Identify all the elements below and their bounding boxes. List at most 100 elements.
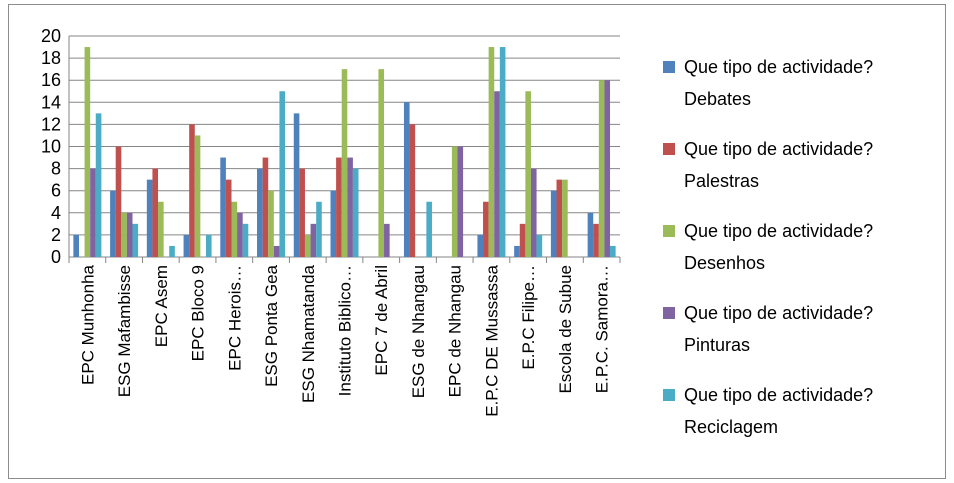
bar: [384, 223, 390, 257]
category-label: EPC Asem: [152, 265, 171, 347]
bar: [293, 113, 300, 257]
bar: [530, 168, 537, 257]
bar: [189, 124, 195, 258]
bar: [604, 80, 611, 257]
bar: [525, 91, 531, 257]
bar: [562, 179, 568, 257]
bar: [341, 69, 348, 258]
category-label: Instituto Biblico…: [336, 265, 355, 396]
bar: [169, 245, 175, 257]
legend-label-line2: Debates: [684, 89, 751, 109]
y-tick-label: 4: [51, 203, 61, 223]
y-tick-label: 8: [51, 159, 61, 179]
bar: [132, 223, 139, 257]
bar: [279, 91, 286, 257]
bar: [494, 91, 500, 257]
bar: [310, 223, 317, 257]
bar: [257, 168, 263, 257]
category-label: ESG de Nhangau: [409, 265, 428, 398]
y-tick-label: 2: [51, 225, 61, 245]
bar: [403, 102, 410, 257]
legend-label-line2: Desenhos: [684, 253, 765, 273]
bar: [519, 223, 526, 257]
category-label: ESG Mafambisse: [115, 265, 134, 397]
category-label: E.P.C. Samora…: [593, 265, 612, 393]
legend-swatch: [663, 61, 675, 73]
legend-swatch: [663, 225, 675, 237]
bar: [146, 179, 153, 257]
bar: [225, 179, 232, 257]
category-label: EPC de Nhangau: [446, 265, 465, 397]
bar: [115, 146, 122, 257]
bar: [426, 201, 432, 257]
legend-label-line2: Pinturas: [684, 335, 750, 355]
bar: [451, 146, 458, 257]
bar: [73, 234, 79, 257]
y-tick-label: 0: [51, 247, 61, 267]
bar: [593, 223, 599, 257]
bar: [610, 245, 616, 257]
bar: [336, 157, 342, 257]
bar: [598, 80, 605, 257]
y-tick-label: 6: [51, 181, 61, 201]
bar: [304, 234, 311, 257]
y-tick-label: 20: [41, 26, 61, 46]
bar: [231, 201, 238, 257]
category-label: ESG Nhamatanda: [299, 264, 318, 403]
legend-label-line1: Que tipo de actividade?: [684, 221, 873, 241]
bar: [378, 69, 385, 258]
bar: [409, 124, 416, 258]
legend-swatch: [663, 143, 675, 155]
bar: [536, 234, 543, 257]
category-label: EPC Herois…: [225, 265, 244, 371]
bar: [183, 234, 190, 257]
bar: [242, 223, 249, 257]
bar: [316, 201, 322, 257]
bar: [550, 190, 557, 257]
bar: [587, 212, 594, 257]
legend-label-line1: Que tipo de actividade?: [684, 57, 873, 77]
bar: [477, 234, 484, 257]
bar: [488, 47, 495, 257]
legend-label-line1: Que tipo de actividade?: [684, 303, 873, 323]
bar: [556, 179, 563, 257]
bar: [457, 146, 464, 257]
bar: [121, 212, 127, 257]
bar: [152, 168, 159, 257]
category-label: EPC Munhonha: [78, 264, 97, 385]
legend-swatch: [663, 307, 675, 319]
bar: [330, 190, 337, 257]
legend-label-line1: Que tipo de actividade?: [684, 385, 873, 405]
bar: [158, 201, 164, 257]
bar: [273, 245, 280, 257]
y-tick-label: 10: [41, 137, 61, 157]
bar: [483, 201, 489, 257]
bar: [205, 234, 212, 257]
bar: [84, 47, 91, 257]
category-label: E.P.C Filipe…: [519, 265, 538, 370]
category-label: ESG Ponta Gea: [262, 264, 281, 386]
bar: [299, 168, 305, 257]
bar: [237, 212, 243, 257]
y-tick-label: 16: [41, 70, 61, 90]
legend-swatch: [663, 389, 675, 401]
y-tick-label: 14: [41, 92, 61, 112]
legend-label-line2: Reciclagem: [684, 417, 778, 437]
legend-label-line2: Palestras: [684, 171, 759, 191]
y-tick-label: 12: [41, 114, 61, 134]
bar: [194, 135, 201, 257]
category-label: E.P.C DE Mussassa: [482, 264, 501, 416]
bar: [499, 47, 506, 257]
bar: [262, 157, 269, 257]
category-label: EPC 7 de Abril: [372, 265, 391, 376]
bar: [110, 190, 116, 257]
bar: [514, 245, 520, 257]
bar: [90, 168, 96, 257]
bar: [95, 113, 102, 257]
bar: [352, 168, 359, 257]
category-label: Escola de Subue: [556, 265, 575, 394]
bar: [268, 190, 274, 257]
bar: [220, 157, 226, 257]
chart-frame: [8, 4, 946, 479]
